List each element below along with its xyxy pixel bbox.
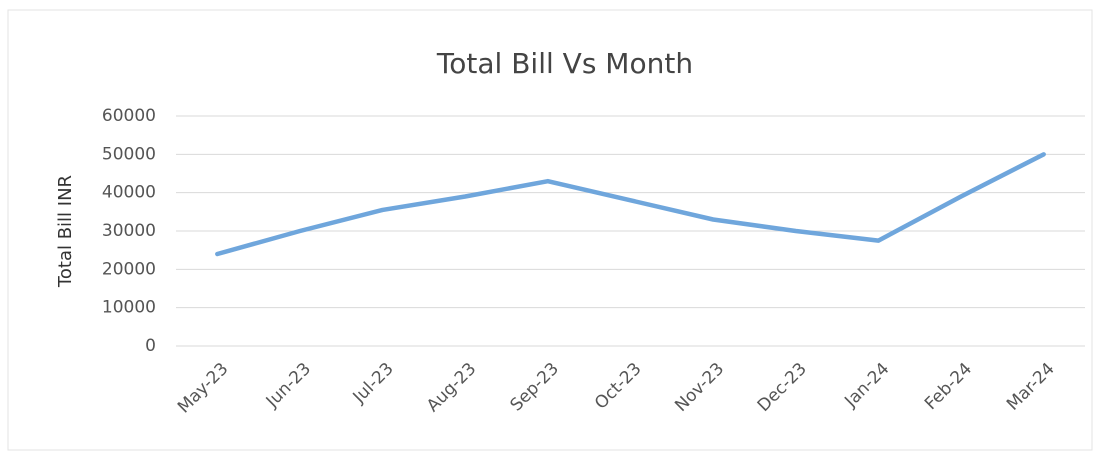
- y-tick-label: 40000: [102, 183, 156, 203]
- y-axis-label: Total Bill INR: [55, 175, 76, 288]
- line-series: [215, 152, 1046, 257]
- chart-title: Total Bill Vs Month: [436, 47, 693, 80]
- chart-frame: [7, 9, 1093, 451]
- y-tick-label: 0: [145, 336, 156, 356]
- y-tick-label: 30000: [102, 221, 156, 241]
- y-tick-label: 60000: [102, 106, 156, 126]
- y-tick-label: 10000: [102, 298, 156, 318]
- y-tick-label: 50000: [102, 144, 156, 164]
- y-tick-label: 20000: [102, 259, 156, 279]
